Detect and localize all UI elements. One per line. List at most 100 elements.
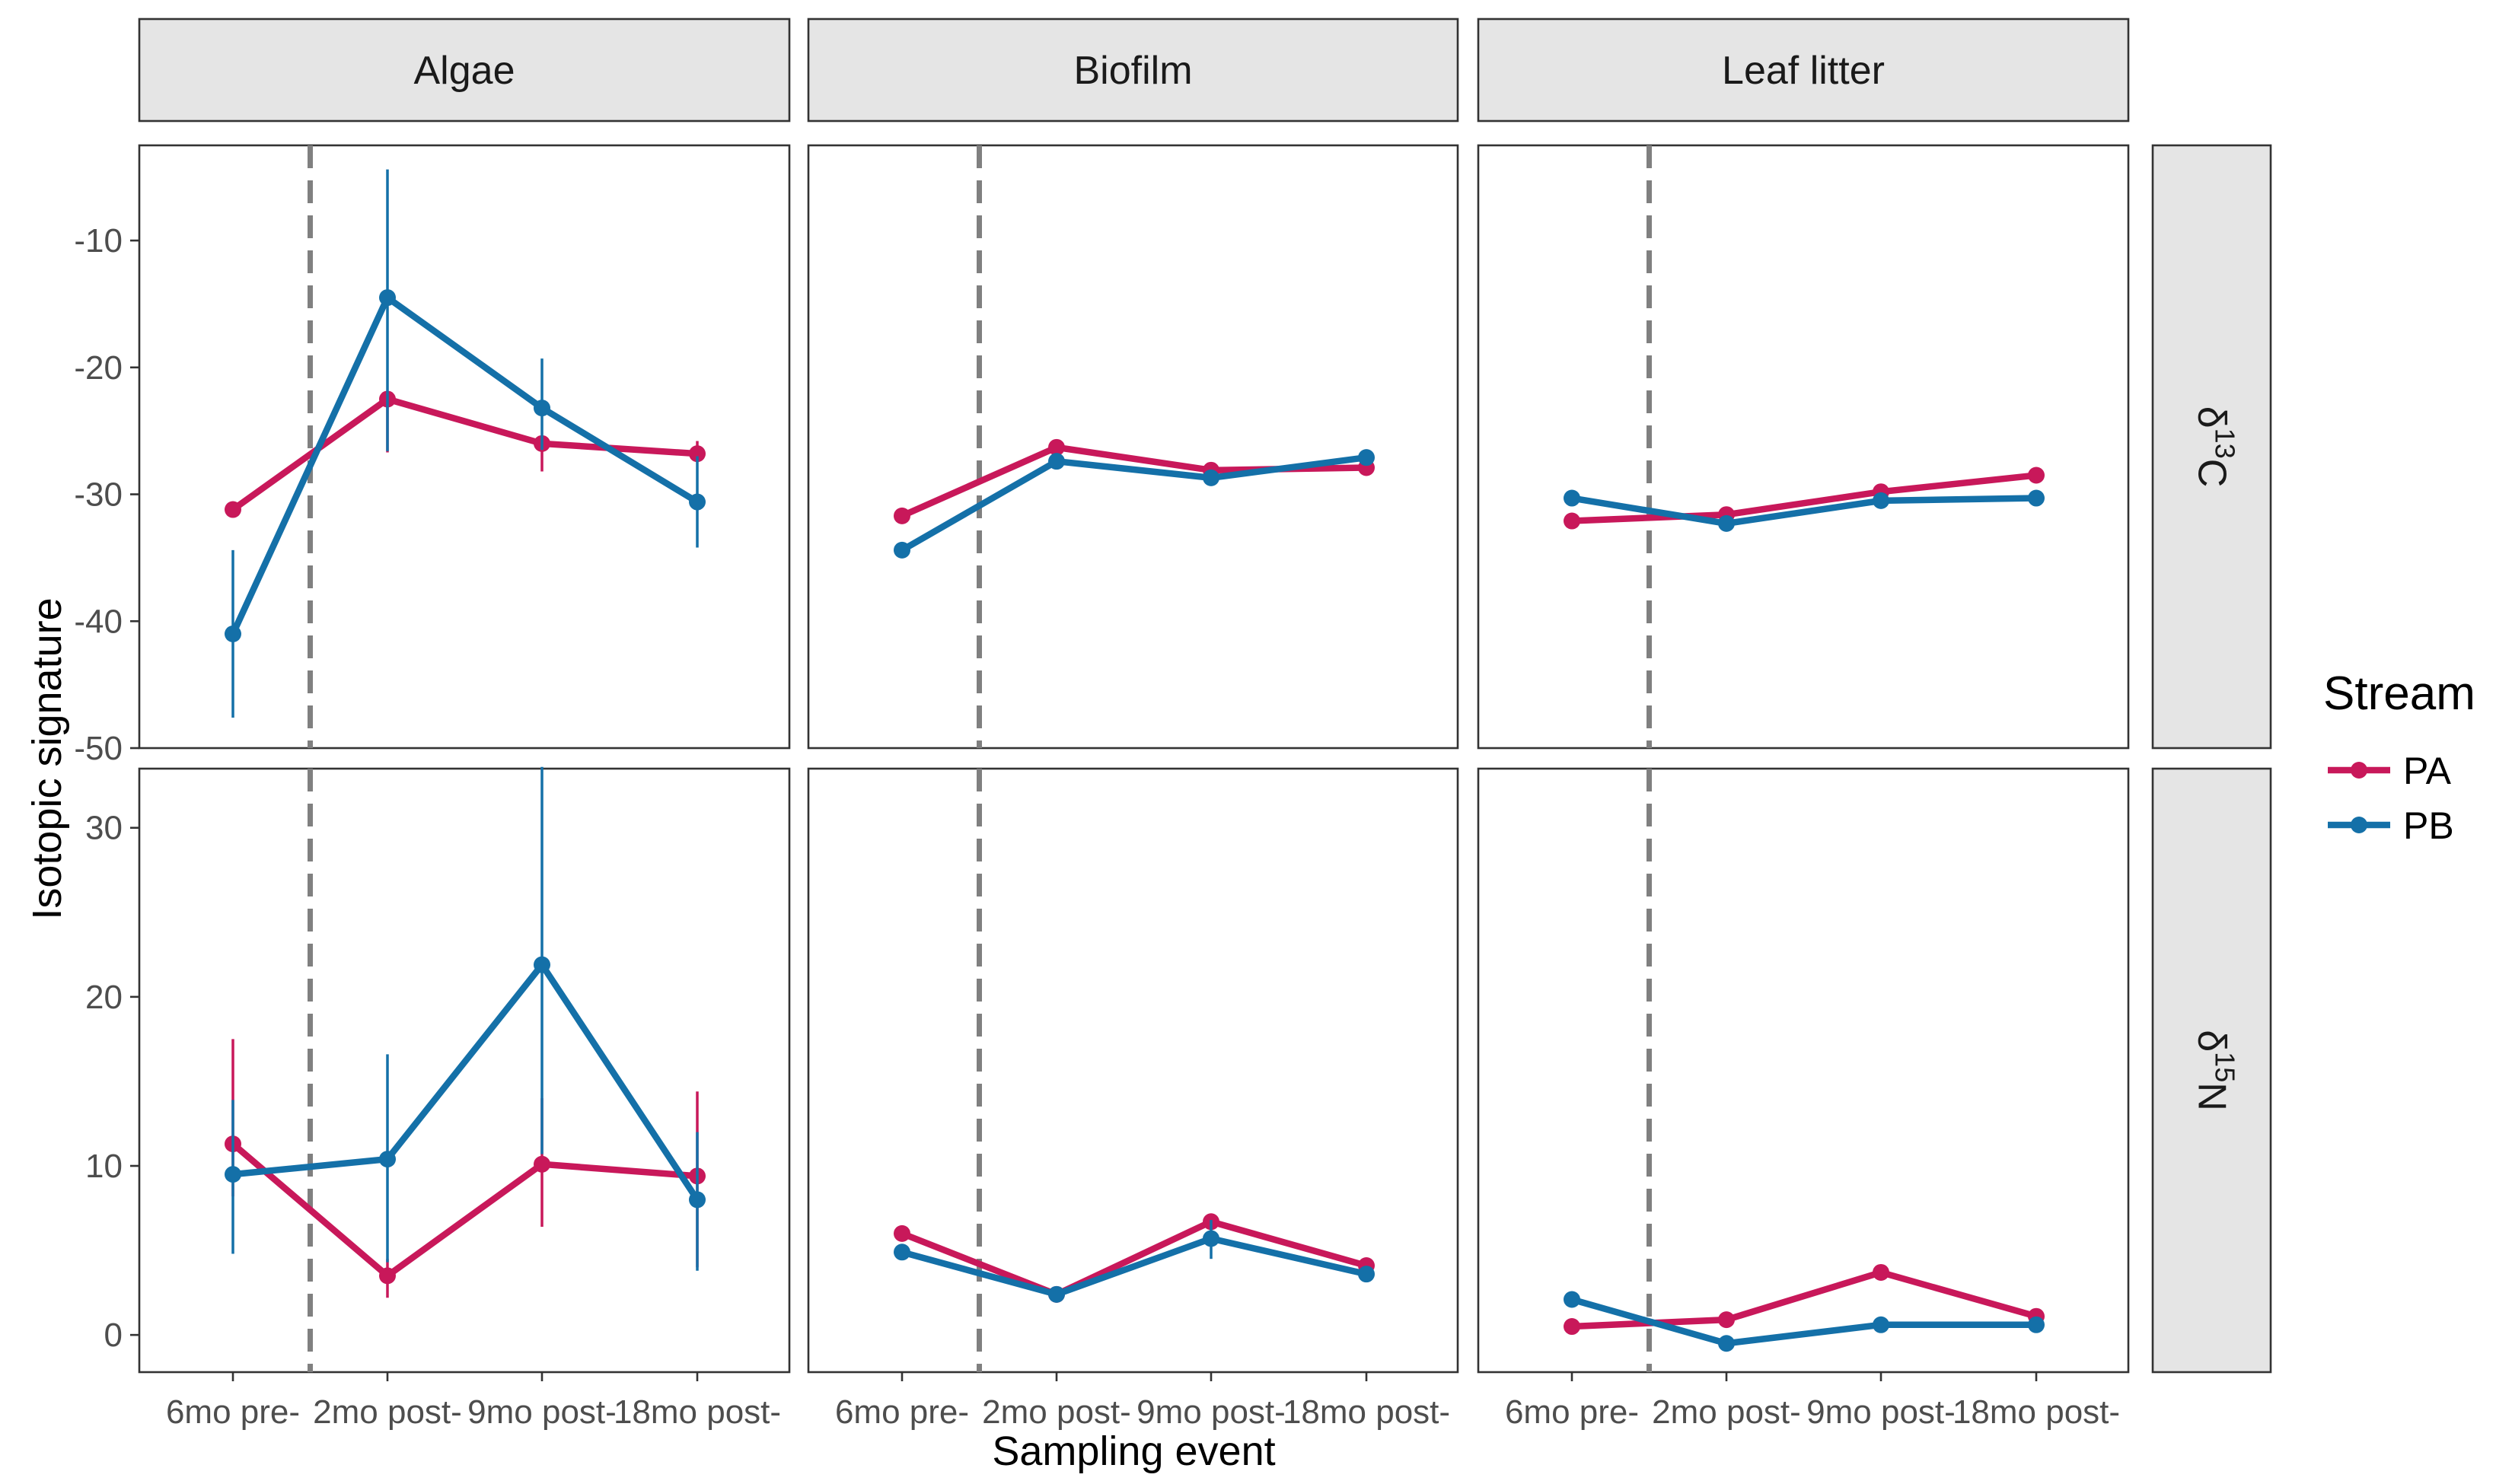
data-point-pb-d15n-algae — [534, 956, 550, 973]
series-line-pa-d15n-algae — [229, 1140, 701, 1279]
legend-key-point-pb — [2351, 817, 2367, 833]
data-point-pa-d13c-biofilm — [1048, 438, 1065, 456]
strip-label-d15n: δ15N — [2190, 1030, 2242, 1111]
panel-d13c-algae — [138, 144, 791, 750]
series-line-pa-d15n-biofilm — [898, 1218, 1370, 1298]
strip-symbol: δ — [2190, 406, 2234, 428]
data-point-pb-d15n-algae — [379, 1151, 396, 1168]
x-tick-label-d15n-leaf-litter: 18mo post- — [1953, 1393, 2120, 1431]
y-axis-title: Isotopic signature — [24, 597, 70, 919]
data-point-pb-d13c-algae — [225, 625, 241, 642]
data-point-pa-d15n-leaf-litter — [1873, 1263, 1889, 1281]
y-tick-label-d13c-algae: -40 — [74, 603, 123, 640]
data-point-pa-d13c-algae — [225, 501, 241, 518]
strip-d13c — [2151, 144, 2272, 750]
strip-label-leaf-litter: Leaf litter — [1722, 49, 1885, 93]
data-point-pb-d15n-algae — [689, 1191, 706, 1209]
strip-label-biofilm: Biofilm — [1073, 49, 1192, 93]
series-line-pb-d15n-leaf-litter — [1568, 1296, 2040, 1347]
strip-superscript: 15 — [2210, 1052, 2241, 1082]
legend-label-pa: PA — [2403, 750, 2452, 792]
y-tick-label-d15n-algae: 30 — [85, 810, 123, 847]
panel-d13c-leaf-litter — [1477, 144, 2130, 750]
data-point-pa-d15n-biofilm — [894, 1224, 910, 1242]
strip-leaf-litter — [1477, 18, 2130, 123]
data-point-pb-d13c-biofilm — [1358, 449, 1375, 467]
x-tick-label-d15n-algae: 2mo post- — [313, 1393, 462, 1431]
data-layer — [225, 169, 2045, 1352]
data-point-pb-d15n-leaf-litter — [1564, 1291, 1580, 1308]
panel-d13c-biofilm — [807, 144, 1459, 750]
data-point-pb-d15n-leaf-litter — [1873, 1316, 1889, 1333]
strip-algae — [138, 18, 791, 123]
data-point-pb-d13c-algae — [379, 289, 396, 307]
data-point-pa-d15n-leaf-litter — [1718, 1311, 1735, 1329]
x-tick-label-d15n-algae: 6mo pre- — [166, 1393, 300, 1431]
y-tick-label-d13c-algae: -20 — [74, 349, 123, 387]
series-line-pb-d15n-algae — [229, 961, 701, 1203]
data-point-pb-d15n-leaf-litter — [1718, 1335, 1735, 1352]
x-tick-label-d15n-algae: 9mo post- — [467, 1393, 617, 1431]
data-point-pa-d13c-leaf-litter — [1564, 512, 1580, 530]
data-point-pb-d13c-leaf-litter — [1718, 514, 1735, 532]
data-point-pb-d15n-biofilm — [1358, 1266, 1375, 1283]
legend-key-point-pa — [2351, 762, 2367, 779]
data-point-pb-d15n-algae — [225, 1166, 241, 1183]
x-tick-label-d15n-leaf-litter: 6mo pre- — [1505, 1393, 1639, 1431]
strip-d15n — [2151, 767, 2272, 1374]
data-point-pb-d13c-leaf-litter — [1564, 489, 1580, 507]
x-axis-title: Sampling event — [992, 1428, 1275, 1474]
data-point-pb-d13c-biofilm — [894, 541, 910, 559]
y-tick-label-d15n-algae: 0 — [104, 1317, 123, 1354]
data-point-pb-d13c-leaf-litter — [2028, 489, 2045, 507]
data-point-pb-d15n-biofilm — [894, 1244, 910, 1261]
series-line-pa-d13c-algae — [229, 396, 701, 513]
data-point-pa-d15n-leaf-litter — [1564, 1318, 1580, 1336]
x-tick-label-d15n-leaf-litter: 2mo post- — [1652, 1393, 1801, 1431]
y-tick-label-d13c-algae: -30 — [74, 476, 123, 514]
strip-superscript: 13 — [2210, 428, 2241, 459]
data-point-pb-d13c-biofilm — [1203, 469, 1219, 486]
series-line-pb-d13c-algae — [229, 294, 701, 638]
data-point-pa-d13c-biofilm — [894, 507, 910, 524]
x-tick-label-d15n-biofilm: 18mo post- — [1283, 1393, 1450, 1431]
data-point-pa-d13c-leaf-litter — [2028, 467, 2045, 484]
y-tick-label-d15n-algae: 20 — [85, 979, 123, 1016]
x-tick-label-d15n-biofilm: 6mo pre- — [835, 1393, 969, 1431]
data-point-pa-d13c-algae — [689, 445, 706, 463]
data-point-pb-d13c-algae — [689, 493, 706, 511]
panel-d15n-algae — [138, 767, 791, 1374]
x-tick-label-d15n-biofilm: 2mo post- — [982, 1393, 1131, 1431]
data-point-pb-d15n-leaf-litter — [2028, 1316, 2045, 1333]
x-tick-label-d15n-leaf-litter: 9mo post- — [1806, 1393, 1956, 1431]
data-point-pb-d13c-leaf-litter — [1873, 492, 1889, 509]
series-line-pb-d15n-biofilm — [898, 1235, 1370, 1298]
data-point-pa-d15n-algae — [379, 1267, 396, 1285]
legend-title: Stream — [2323, 667, 2475, 720]
strip-label-algae: Algae — [414, 49, 515, 93]
y-tick-label-d13c-algae: -10 — [74, 222, 123, 260]
strip-symbol: δ — [2190, 1030, 2234, 1052]
panel-d15n-biofilm — [807, 767, 1459, 1374]
data-point-pb-d13c-algae — [534, 400, 550, 417]
y-tick-label-d15n-algae: 10 — [85, 1148, 123, 1185]
strip-label-d13c: δ13C — [2190, 406, 2242, 488]
data-point-pa-d15n-algae — [534, 1155, 550, 1173]
x-tick-label-d15n-algae: 18mo post- — [614, 1393, 781, 1431]
series-line-pb-d13c-biofilm — [898, 454, 1370, 554]
strip-element: C — [2190, 459, 2234, 488]
x-tick-label-d15n-biofilm: 9mo post- — [1136, 1393, 1286, 1431]
data-point-pb-d15n-biofilm — [1048, 1285, 1065, 1303]
data-point-pb-d15n-biofilm — [1203, 1230, 1219, 1247]
panel-d15n-leaf-litter — [1477, 767, 2130, 1374]
legend: Stream PA PB — [2323, 667, 2475, 847]
strip-element: N — [2190, 1082, 2234, 1111]
data-point-pb-d13c-biofilm — [1048, 453, 1065, 470]
series-line-pa-d13c-leaf-litter — [1568, 472, 2040, 524]
legend-label-pb: PB — [2403, 804, 2454, 847]
facet-panels — [138, 144, 2130, 1374]
series-line-pb-d13c-leaf-litter — [1568, 495, 2040, 527]
